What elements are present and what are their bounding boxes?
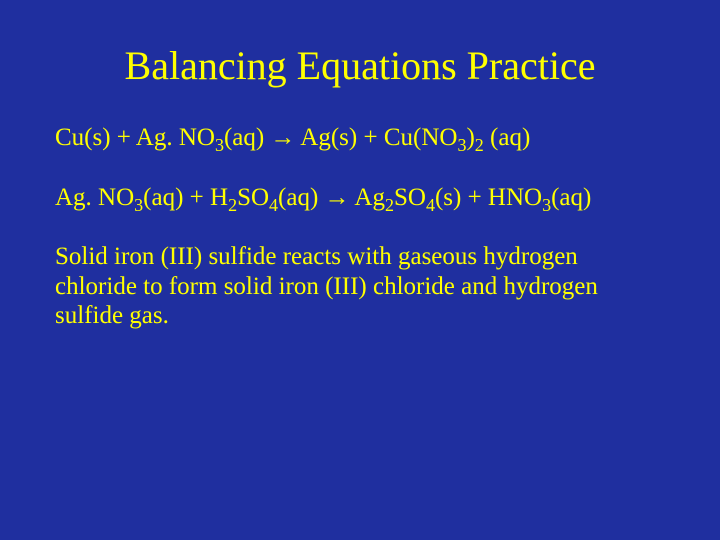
eq2-sub2: 2 — [228, 195, 237, 215]
eq2-sub4: 2 — [385, 195, 394, 215]
eq1-sub1: 3 — [215, 135, 224, 155]
eq2-part1: Ag. NO — [55, 184, 134, 211]
slide: Balancing Equations Practice Cu(s) + Ag.… — [0, 0, 720, 540]
eq2-part3: SO — [237, 184, 269, 211]
eq2-sub6: 3 — [542, 195, 551, 215]
eq1-part1: Cu(s) + Ag. NO — [55, 124, 215, 151]
eq1-part2: (aq) → Ag(s) + Cu(NO — [224, 124, 458, 151]
equation-1: Cu(s) + Ag. NO3(aq) → Ag(s) + Cu(NO3)2 (… — [55, 123, 665, 153]
eq1-sub3: 2 — [475, 135, 484, 155]
eq2-sub5: 4 — [426, 195, 435, 215]
eq2-part6: (s) + HNO — [435, 184, 542, 211]
eq2-sub3: 4 — [269, 195, 278, 215]
slide-title: Balancing Equations Practice — [55, 42, 665, 89]
eq1-sub2: 3 — [457, 135, 466, 155]
eq2-part7: (aq) — [551, 184, 591, 211]
eq2-part5: SO — [394, 184, 426, 211]
equation-2: Ag. NO3(aq) + H2SO4(aq) → Ag2SO4(s) + HN… — [55, 183, 665, 213]
eq2-sub1: 3 — [134, 195, 143, 215]
eq2-part4: (aq) → Ag — [278, 184, 385, 211]
word-equation: Solid iron (III) sulfide reacts with gas… — [55, 242, 665, 331]
eq1-part3: ) — [466, 124, 474, 151]
eq2-part2: (aq) + H — [143, 184, 228, 211]
eq1-part4: (aq) — [484, 124, 531, 151]
